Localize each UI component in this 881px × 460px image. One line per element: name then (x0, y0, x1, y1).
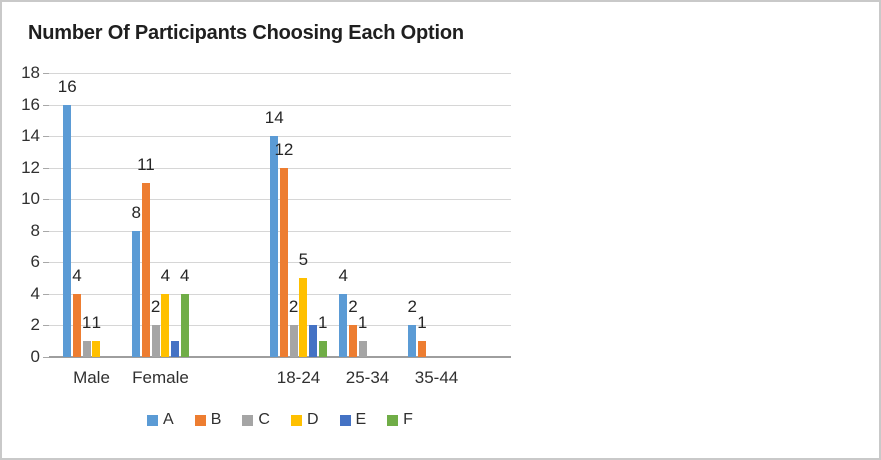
bar-a-25-34 (339, 293, 348, 357)
y-axis-tick (43, 357, 49, 358)
legend-item-e: E (339, 411, 367, 428)
data-label-d-Female: 4 (160, 265, 171, 285)
data-label-c-Female: 2 (150, 297, 161, 317)
data-label-b-18-24: 12 (274, 139, 294, 159)
legend-item-f: F (387, 412, 413, 428)
y-axis-tick-label: 6 (30, 252, 40, 272)
gridline (49, 73, 511, 74)
bar-a-18-24 (270, 136, 279, 357)
legend-label-e: E (355, 411, 367, 428)
data-label-b-35-44: 1 (417, 313, 427, 333)
y-axis-tick (43, 73, 49, 74)
y-axis-tick-label: 10 (21, 189, 40, 209)
y-axis-tick-label: 2 (30, 315, 40, 335)
legend-label-b: B (210, 411, 222, 428)
legend-item-d: D (290, 411, 319, 428)
x-axis-label-35-44: 35-44 (414, 368, 459, 387)
legend-item-b: B (194, 411, 222, 428)
bar-d-18-24 (299, 278, 308, 357)
y-axis-tick (43, 199, 49, 201)
gridline (49, 104, 511, 106)
y-axis-tick (43, 104, 49, 106)
data-label-f-18-24: 1 (318, 313, 328, 333)
y-axis-tick-label: 0 (30, 347, 40, 366)
data-label-c-18-24: 2 (288, 297, 299, 317)
legend-label-d: D (306, 411, 319, 428)
bar-c-18-24 (289, 325, 298, 357)
bar-e-Female (171, 341, 180, 357)
y-axis-tick (43, 136, 49, 138)
legend-swatch-f (387, 414, 399, 426)
y-axis-tick (43, 167, 49, 169)
legend-swatch-d (290, 414, 302, 426)
legend: A B C D E F (49, 412, 511, 428)
bar-b-25-34 (348, 325, 357, 357)
y-axis-tick (43, 262, 49, 264)
legend-swatch-b (194, 414, 206, 426)
bar-c-Female (151, 325, 160, 357)
bar-a-Male (63, 104, 72, 357)
x-axis-label-male: Male (73, 368, 110, 387)
data-label-a-Male: 16 (57, 76, 77, 96)
bar-e-18-24 (309, 325, 318, 357)
data-label-c-25-34: 1 (357, 313, 368, 333)
x-axis-label-18-24: 18-24 (276, 368, 321, 387)
bar-a-35-44 (408, 325, 417, 357)
bar-b-Male (72, 293, 81, 357)
legend-label-f: F (403, 411, 413, 428)
data-label-b-Male: 4 (72, 265, 82, 285)
legend-label-c: C (258, 411, 270, 428)
legend-swatch-c (242, 414, 254, 426)
bar-b-35-44 (417, 341, 426, 357)
y-axis-tick-label: 4 (30, 283, 40, 303)
legend-item-a: A (147, 412, 174, 428)
x-axis-label-female: Female (132, 368, 189, 387)
y-axis-tick (43, 230, 49, 232)
data-label-c-Male: 1 (81, 313, 92, 333)
y-axis-tick-label: 14 (21, 126, 40, 146)
legend-swatch-e (339, 414, 351, 426)
bar-f-18-24 (318, 341, 327, 357)
data-label-d-Male: 1 (91, 313, 102, 333)
legend-item-c: C (242, 412, 270, 428)
bar-b-18-24 (279, 167, 288, 357)
data-label-b-Female: 11 (137, 155, 155, 175)
y-axis-tick (43, 293, 49, 295)
bar-d-Female (161, 293, 170, 357)
bar-a-Female (132, 230, 141, 357)
data-label-a-25-34: 4 (338, 265, 348, 285)
legend-label-a: A (163, 411, 174, 428)
x-axis-label-25-34: 25-34 (345, 368, 390, 387)
y-axis-tick (43, 325, 49, 327)
gridline (49, 136, 511, 138)
y-axis-tick-label: 16 (21, 94, 40, 114)
y-axis-tick-label: 8 (30, 220, 40, 240)
data-label-a-Female: 8 (131, 202, 141, 222)
legend-swatch-a (147, 414, 159, 426)
bar-d-Male (92, 341, 101, 357)
data-label-a-18-24: 14 (264, 108, 284, 128)
bar-c-Male (82, 341, 91, 357)
data-label-f-Female: 4 (180, 265, 190, 285)
data-label-a-35-44: 2 (407, 297, 417, 317)
bar-f-Female (180, 293, 189, 357)
bar-c-25-34 (358, 341, 367, 357)
chart-title: Number Of Participants Choosing Each Opt… (28, 22, 464, 44)
y-axis-tick-label: 18 (21, 63, 40, 82)
data-label-b-25-34: 2 (348, 297, 358, 317)
x-axis-line (49, 356, 511, 358)
data-label-d-18-24: 5 (298, 250, 309, 270)
bar-b-Female (141, 183, 150, 357)
y-axis-tick-label: 12 (21, 157, 40, 177)
